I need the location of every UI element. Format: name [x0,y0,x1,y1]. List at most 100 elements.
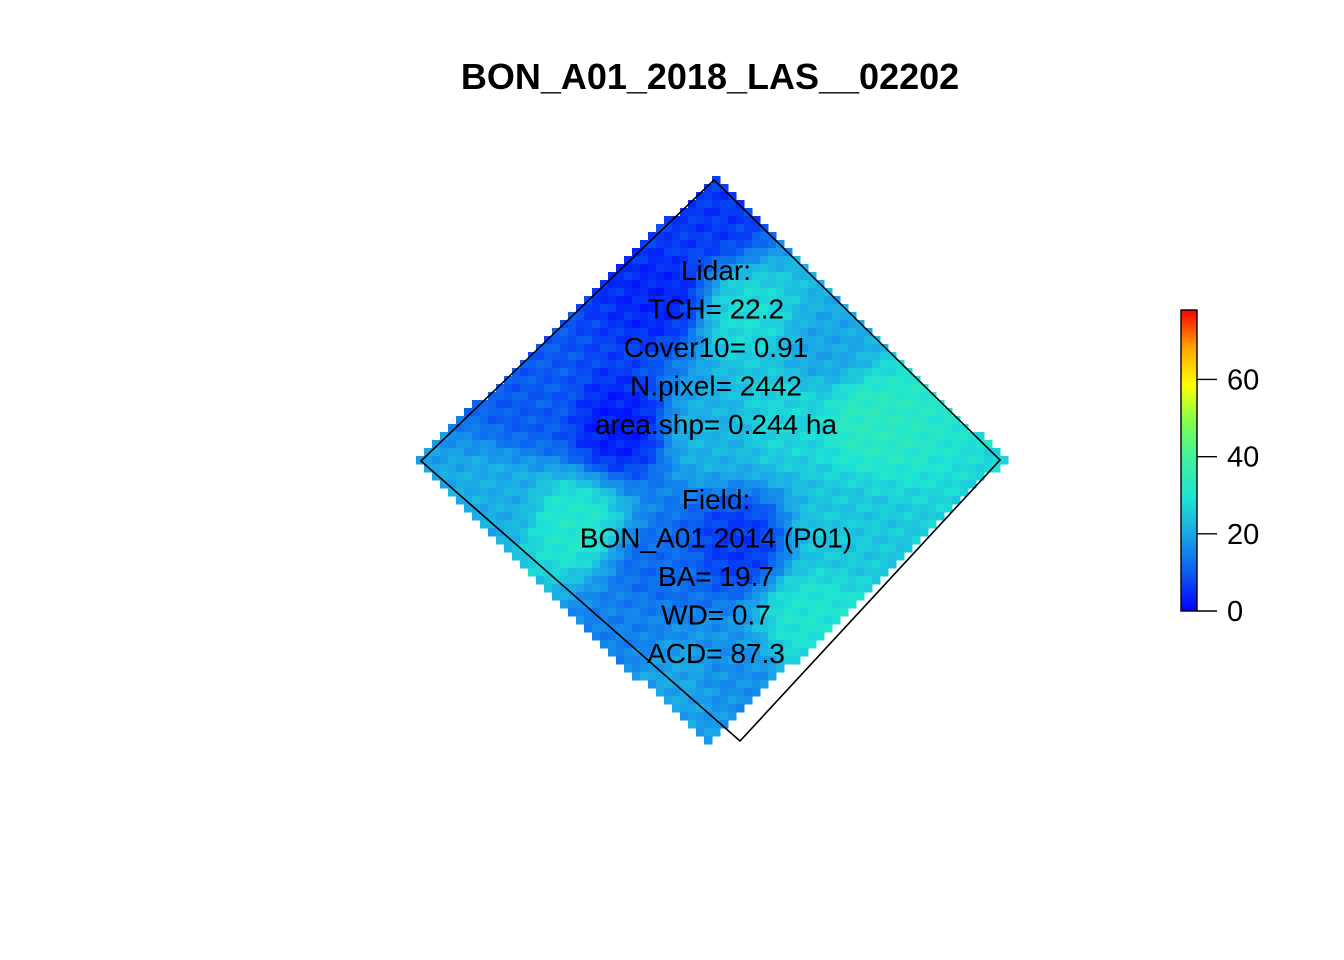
raster-cell [872,480,881,489]
raster-cell [744,336,753,345]
raster-cell [616,416,625,425]
raster-cell [856,456,865,465]
raster-cell [744,408,753,417]
raster-cell [664,392,673,401]
raster-cell [872,568,881,577]
raster-cell [664,336,673,345]
raster-cell [672,216,681,225]
raster-cell [744,680,753,689]
raster-cell [768,464,777,473]
raster-cell [624,416,633,425]
raster-cell [768,544,777,553]
raster-cell [792,280,801,289]
raster-cell [640,496,649,505]
raster-cell [576,472,585,481]
raster-cell [856,512,865,521]
raster-cell [704,456,713,465]
raster-cell [600,336,609,345]
raster-cell [920,416,929,425]
raster-cell [688,272,697,281]
raster-cell [552,352,561,361]
raster-cell [720,384,729,393]
raster-cell [464,424,473,433]
raster-cell [824,440,833,449]
raster-cell [504,440,513,449]
raster-cell [552,472,561,481]
raster-cell [832,368,841,377]
raster-cell [912,512,921,521]
raster-cell [528,456,537,465]
raster-cell [696,600,705,609]
raster-cell [576,384,585,393]
raster-cell [768,424,777,433]
raster-cell [664,376,673,385]
raster-cell [808,424,817,433]
raster-cell [808,544,817,553]
raster-cell [904,472,913,481]
raster-cell [672,656,681,665]
raster-cell [752,256,761,265]
raster-cell [664,216,673,225]
raster-cell [720,664,729,673]
raster-cell [488,448,497,457]
raster-cell [584,480,593,489]
raster-cell [528,408,537,417]
raster-cell [952,448,961,457]
raster-cell [696,392,705,401]
raster-cell [768,472,777,481]
raster-cell [640,616,649,625]
raster-cell [728,544,737,553]
raster-cell [696,664,705,673]
raster-cell [680,480,689,489]
raster-cell [480,416,489,425]
raster-cell [640,528,649,537]
raster-cell [888,472,897,481]
raster-cell [680,328,689,337]
raster-cell [752,448,761,457]
raster-cell [752,648,761,657]
raster-cell [640,600,649,609]
raster-cell [584,344,593,353]
raster-cell [968,440,977,449]
raster-cell [624,336,633,345]
raster-cell [512,512,521,521]
raster-cell [712,248,721,257]
raster-cell [592,304,601,313]
raster-cell [584,608,593,617]
raster-cell [576,496,585,505]
raster-cell [592,376,601,385]
raster-cell [728,328,737,337]
raster-cell [712,528,721,537]
raster-cell [776,416,785,425]
raster-cell [704,472,713,481]
raster-cell [568,520,577,529]
raster-cell [728,232,737,241]
raster-cell [648,504,657,513]
raster-cell [808,472,817,481]
raster-cell [800,456,809,465]
raster-cell [720,224,729,233]
raster-cell [912,424,921,433]
raster-cell [848,328,857,337]
raster-cell [704,216,713,225]
raster-cell [768,352,777,361]
raster-cell [792,272,801,281]
raster-cell [808,392,817,401]
raster-cell [808,352,817,361]
raster-cell [704,296,713,305]
raster-cell [656,672,665,681]
raster-cell [768,384,777,393]
raster-cell [504,528,513,537]
field-annotation-line: ACD= 87.3 [647,638,785,669]
raster-cell [776,352,785,361]
raster-cell [856,400,865,409]
raster-cell [440,440,449,449]
raster-cell [776,600,785,609]
raster-cell [640,448,649,457]
raster-cell [560,448,569,457]
raster-cell [864,512,873,521]
raster-cell [648,336,657,345]
raster-cell [664,680,673,689]
raster-cell [936,424,945,433]
raster-cell [536,368,545,377]
